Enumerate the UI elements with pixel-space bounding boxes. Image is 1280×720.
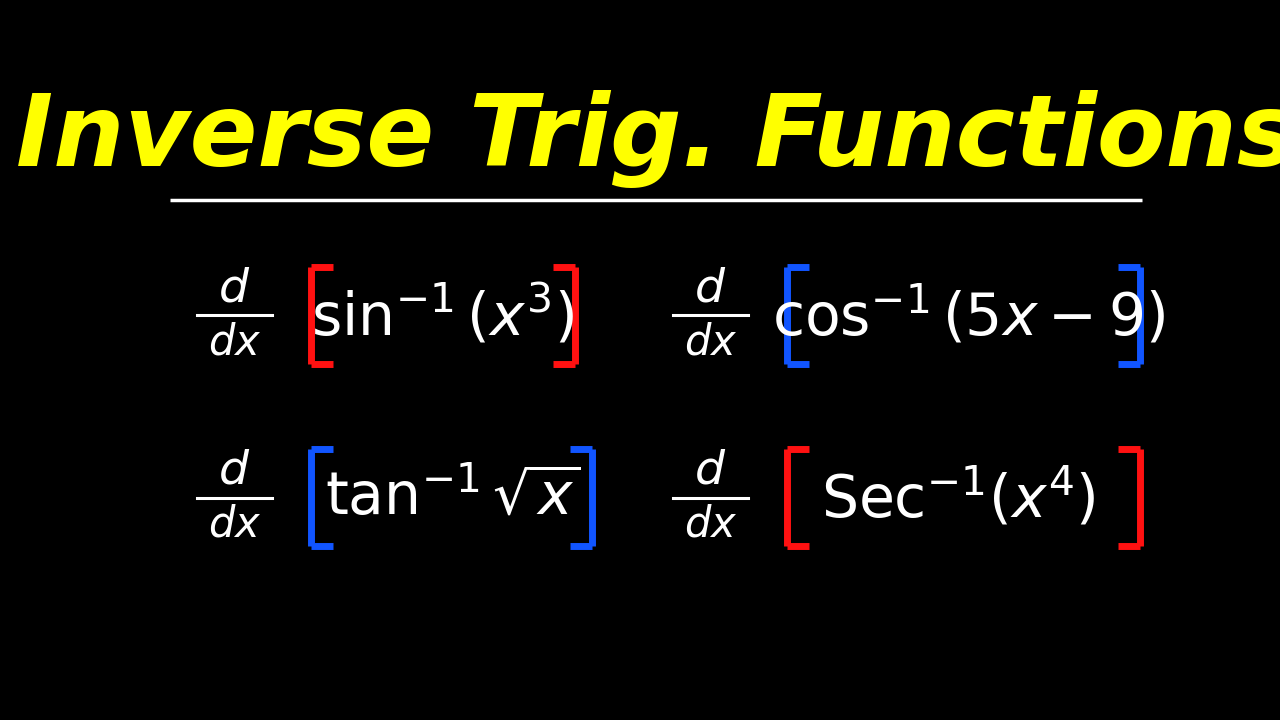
- Text: $d$: $d$: [695, 449, 727, 494]
- Text: Inverse Trig. Functions: Inverse Trig. Functions: [15, 90, 1280, 188]
- Text: $\sin^{-1}(x^3)$: $\sin^{-1}(x^3)$: [311, 283, 575, 348]
- Text: $d$: $d$: [695, 266, 727, 311]
- Text: $dx$: $dx$: [207, 322, 261, 364]
- Text: $dx$: $dx$: [207, 503, 261, 545]
- Text: $\cos^{-1}(5x-9)$: $\cos^{-1}(5x-9)$: [772, 284, 1165, 347]
- Text: $d$: $d$: [219, 449, 251, 494]
- Text: $\mathrm{Sec}^{-1}(x^4)$: $\mathrm{Sec}^{-1}(x^4)$: [822, 466, 1096, 529]
- Text: $d$: $d$: [219, 266, 251, 311]
- Text: $\tan^{-1}\sqrt{x}$: $\tan^{-1}\sqrt{x}$: [325, 469, 581, 526]
- Text: $dx$: $dx$: [684, 322, 737, 364]
- Text: $dx$: $dx$: [684, 503, 737, 545]
